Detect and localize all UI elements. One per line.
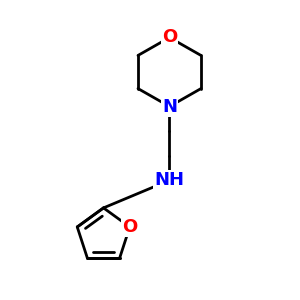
Text: O: O: [162, 28, 177, 46]
Text: O: O: [122, 218, 137, 236]
Text: N: N: [162, 98, 177, 116]
Text: NH: NH: [154, 171, 184, 189]
